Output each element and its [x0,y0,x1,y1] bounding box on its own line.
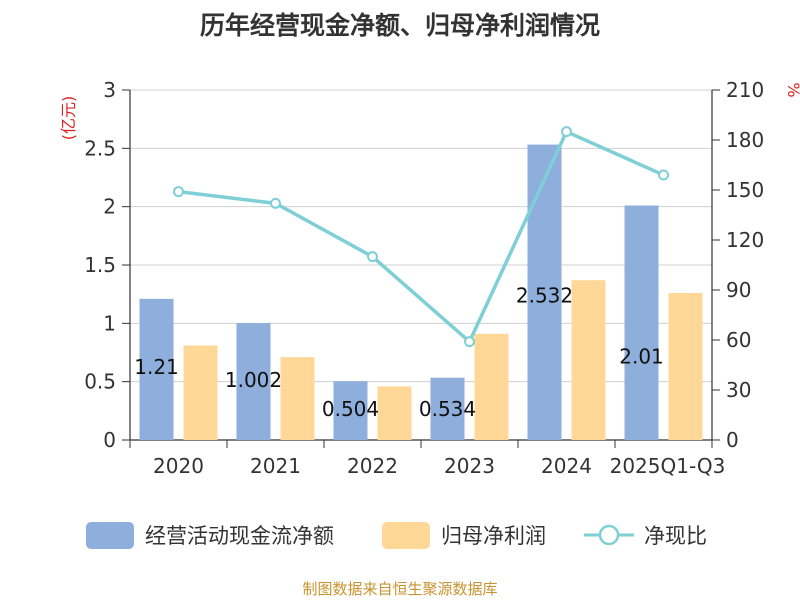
legend-swatch-net-profit [382,522,430,549]
bar-operating-cash-flow [527,144,562,440]
line-point-cash-ratio [464,336,475,348]
line-point-cash-ratio [173,186,184,198]
data-label-operating-cash-flow: 2.532 [516,284,573,308]
bar-net-profit [571,280,606,440]
data-label-operating-cash-flow: 1.002 [225,368,282,392]
bar-operating-cash-flow [236,323,271,440]
bar-net-profit [668,293,703,440]
y-left-tick-label: 1.5 [84,253,116,277]
y-right-tick-label: 210 [726,78,764,102]
y-right-tick-label: 60 [726,328,751,352]
x-tick-label: 2021 [250,454,301,478]
bar-net-profit [183,345,218,440]
chart-title: 历年经营现金净额、归母净利润情况 [199,11,600,40]
y-left-unit-label: (亿元) [59,96,78,141]
data-label-operating-cash-flow: 1.21 [134,355,179,379]
legend-marker-cash-ratio [598,524,620,546]
y-right-tick-label: 150 [726,178,764,202]
y-left-tick-label: 2 [103,195,116,219]
data-label-operating-cash-flow: 0.534 [419,397,476,421]
line-point-cash-ratio [270,197,281,209]
y-left-tick-label: 1 [103,311,116,335]
y-left-tick-label: 0 [103,428,116,452]
data-label-operating-cash-flow: 0.504 [322,397,379,421]
data-label-operating-cash-flow: 2.01 [619,345,664,369]
legend-label-net-profit: 归母净利润 [441,524,546,548]
legend-swatch-operating-cash-flow [86,522,134,549]
bar-operating-cash-flow [430,377,465,440]
line-point-cash-ratio [658,169,669,181]
source-note: 制图数据来自恒生聚源数据库 [302,580,498,598]
y-left-tick-label: 3 [103,78,116,102]
x-tick-label: 2023 [444,454,495,478]
bar-operating-cash-flow [624,205,659,440]
y-right-tick-label: 90 [726,278,751,302]
y-right-tick-label: 120 [726,228,764,252]
y-right-unit-label: % [784,82,800,97]
x-tick-label: 2025Q1-Q3 [610,454,726,478]
bar-operating-cash-flow [333,381,368,440]
y-right-tick-label: 0 [726,428,739,452]
line-point-cash-ratio [367,251,378,263]
legend-label-operating-cash-flow: 经营活动现金流净额 [145,524,334,548]
x-tick-label: 2022 [347,454,398,478]
legend-label-cash-ratio: 净现比 [644,524,707,548]
bar-operating-cash-flow [139,298,174,440]
bar-net-profit [280,357,315,440]
bar-net-profit [377,386,412,440]
y-right-tick-label: 180 [726,128,764,152]
x-tick-label: 2024 [541,454,592,478]
bar-net-profit [474,333,509,440]
y-left-tick-label: 2.5 [84,136,116,160]
line-point-cash-ratio [561,126,572,138]
y-left-tick-label: 0.5 [84,370,116,394]
line-cash-ratio [178,129,665,344]
x-tick-label: 2020 [153,454,204,478]
y-right-tick-label: 30 [726,378,751,402]
